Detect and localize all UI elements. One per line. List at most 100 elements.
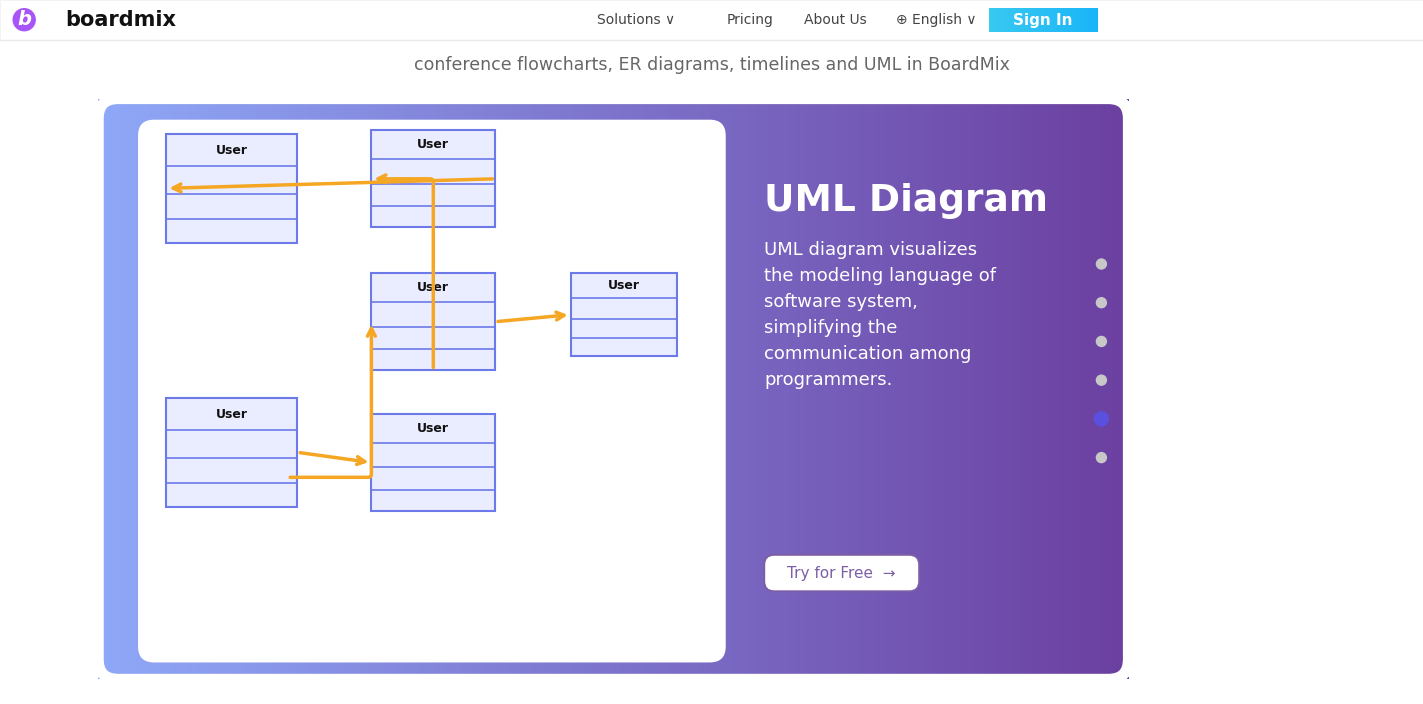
Text: User: User bbox=[216, 408, 248, 420]
FancyBboxPatch shape bbox=[989, 8, 992, 32]
FancyBboxPatch shape bbox=[1077, 8, 1079, 32]
FancyBboxPatch shape bbox=[1027, 8, 1029, 32]
FancyBboxPatch shape bbox=[1026, 8, 1027, 32]
FancyBboxPatch shape bbox=[1084, 8, 1086, 32]
Circle shape bbox=[1096, 453, 1107, 463]
FancyBboxPatch shape bbox=[1086, 8, 1089, 32]
FancyBboxPatch shape bbox=[0, 0, 1423, 40]
Text: User: User bbox=[417, 281, 450, 294]
FancyBboxPatch shape bbox=[1091, 8, 1094, 32]
FancyBboxPatch shape bbox=[1066, 8, 1069, 32]
FancyBboxPatch shape bbox=[1000, 8, 1002, 32]
FancyBboxPatch shape bbox=[1054, 8, 1056, 32]
FancyBboxPatch shape bbox=[1019, 8, 1022, 32]
FancyBboxPatch shape bbox=[1044, 8, 1047, 32]
FancyBboxPatch shape bbox=[1053, 8, 1054, 32]
FancyBboxPatch shape bbox=[1050, 8, 1052, 32]
Text: UML Diagram: UML Diagram bbox=[764, 183, 1049, 219]
FancyBboxPatch shape bbox=[1047, 8, 1050, 32]
FancyBboxPatch shape bbox=[1002, 8, 1005, 32]
FancyBboxPatch shape bbox=[1080, 8, 1081, 32]
FancyBboxPatch shape bbox=[1062, 8, 1064, 32]
FancyBboxPatch shape bbox=[992, 8, 995, 32]
FancyBboxPatch shape bbox=[1056, 8, 1057, 32]
FancyBboxPatch shape bbox=[166, 134, 297, 243]
FancyBboxPatch shape bbox=[1060, 8, 1063, 32]
FancyBboxPatch shape bbox=[1079, 8, 1080, 32]
FancyBboxPatch shape bbox=[138, 120, 726, 662]
FancyBboxPatch shape bbox=[1056, 8, 1059, 32]
Text: conference flowcharts, ER diagrams, timelines and UML in BoardMix: conference flowcharts, ER diagrams, time… bbox=[414, 56, 1009, 75]
Text: the modeling language of: the modeling language of bbox=[764, 267, 996, 285]
Circle shape bbox=[1096, 259, 1107, 269]
Text: ⊕ English ∨: ⊕ English ∨ bbox=[896, 13, 976, 27]
FancyBboxPatch shape bbox=[996, 8, 998, 32]
Text: simplifying the: simplifying the bbox=[764, 319, 898, 337]
FancyBboxPatch shape bbox=[571, 273, 677, 356]
Text: Solutions ∨: Solutions ∨ bbox=[598, 13, 675, 27]
FancyBboxPatch shape bbox=[1057, 8, 1060, 32]
FancyBboxPatch shape bbox=[1087, 8, 1090, 32]
FancyBboxPatch shape bbox=[1005, 8, 1007, 32]
FancyBboxPatch shape bbox=[1009, 8, 1012, 32]
FancyBboxPatch shape bbox=[1072, 8, 1074, 32]
FancyBboxPatch shape bbox=[1029, 8, 1032, 32]
FancyBboxPatch shape bbox=[999, 8, 1000, 32]
FancyBboxPatch shape bbox=[1070, 8, 1073, 32]
FancyBboxPatch shape bbox=[1094, 8, 1097, 32]
FancyBboxPatch shape bbox=[1040, 8, 1043, 32]
Text: b: b bbox=[17, 11, 31, 29]
FancyBboxPatch shape bbox=[371, 273, 495, 370]
Text: Try for Free  →: Try for Free → bbox=[787, 565, 896, 581]
Text: Pricing: Pricing bbox=[727, 13, 773, 27]
FancyBboxPatch shape bbox=[1042, 8, 1044, 32]
FancyBboxPatch shape bbox=[1030, 8, 1033, 32]
FancyBboxPatch shape bbox=[1029, 8, 1030, 32]
FancyBboxPatch shape bbox=[1063, 8, 1066, 32]
FancyBboxPatch shape bbox=[1081, 8, 1083, 32]
FancyBboxPatch shape bbox=[1022, 8, 1023, 32]
FancyBboxPatch shape bbox=[1016, 8, 1019, 32]
FancyBboxPatch shape bbox=[1096, 8, 1099, 32]
FancyBboxPatch shape bbox=[1010, 8, 1013, 32]
Circle shape bbox=[1096, 298, 1107, 308]
FancyBboxPatch shape bbox=[1017, 8, 1020, 32]
FancyBboxPatch shape bbox=[1064, 8, 1067, 32]
FancyBboxPatch shape bbox=[1093, 8, 1096, 32]
FancyBboxPatch shape bbox=[1067, 8, 1070, 32]
Text: User: User bbox=[417, 138, 450, 151]
FancyBboxPatch shape bbox=[1069, 8, 1072, 32]
FancyBboxPatch shape bbox=[1052, 8, 1053, 32]
Circle shape bbox=[1096, 337, 1107, 346]
FancyBboxPatch shape bbox=[1002, 8, 1003, 32]
FancyBboxPatch shape bbox=[1003, 8, 1006, 32]
FancyBboxPatch shape bbox=[1076, 8, 1077, 32]
FancyBboxPatch shape bbox=[1013, 8, 1016, 32]
FancyBboxPatch shape bbox=[1039, 8, 1042, 32]
FancyBboxPatch shape bbox=[1046, 8, 1049, 32]
FancyBboxPatch shape bbox=[1083, 8, 1084, 32]
FancyBboxPatch shape bbox=[1036, 8, 1039, 32]
FancyBboxPatch shape bbox=[998, 8, 999, 32]
FancyBboxPatch shape bbox=[1015, 8, 1017, 32]
FancyBboxPatch shape bbox=[1073, 8, 1076, 32]
Text: communication among: communication among bbox=[764, 345, 972, 363]
FancyBboxPatch shape bbox=[1023, 8, 1025, 32]
Text: boardmix: boardmix bbox=[65, 10, 176, 30]
Text: User: User bbox=[417, 422, 450, 435]
Circle shape bbox=[13, 8, 36, 31]
Text: User: User bbox=[608, 279, 640, 292]
FancyBboxPatch shape bbox=[1049, 8, 1050, 32]
FancyBboxPatch shape bbox=[1012, 8, 1015, 32]
FancyBboxPatch shape bbox=[371, 130, 495, 227]
Text: About Us: About Us bbox=[804, 13, 867, 27]
Text: software system,: software system, bbox=[764, 293, 918, 311]
FancyBboxPatch shape bbox=[1032, 8, 1035, 32]
FancyBboxPatch shape bbox=[1074, 8, 1077, 32]
FancyBboxPatch shape bbox=[1037, 8, 1040, 32]
FancyBboxPatch shape bbox=[371, 414, 495, 511]
FancyBboxPatch shape bbox=[166, 398, 297, 507]
FancyBboxPatch shape bbox=[1059, 8, 1062, 32]
Circle shape bbox=[1096, 375, 1107, 385]
Text: Sign In: Sign In bbox=[1013, 13, 1073, 28]
